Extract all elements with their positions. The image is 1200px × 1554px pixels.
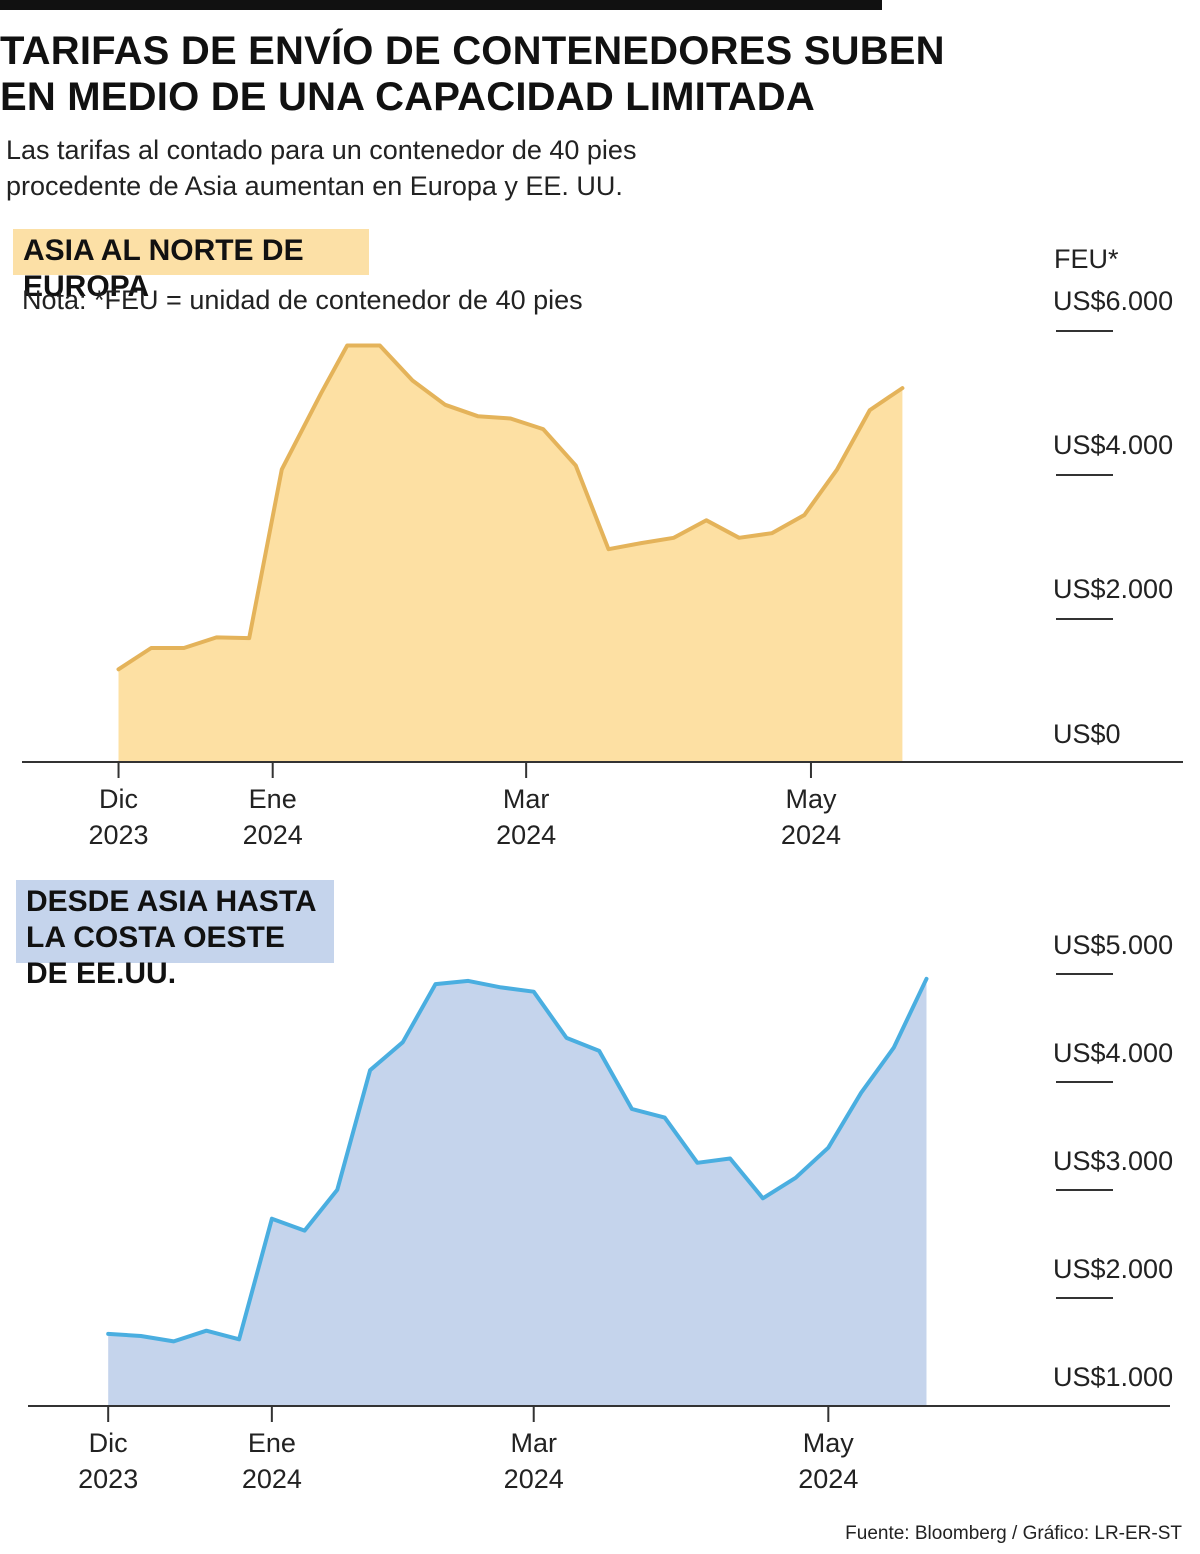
eu-x-tick-month: May	[785, 784, 837, 814]
us-chart-title: DESDE ASIA HASTA LA COSTA OESTE DE EE.UU…	[16, 880, 334, 990]
us-x-tick-year: 2024	[504, 1464, 564, 1494]
eu-ytick-line	[1056, 474, 1113, 476]
eu-x-tick-year: 2023	[88, 820, 148, 850]
us-ytick-label-1000: US$1.000	[1053, 1362, 1174, 1392]
us-x-tick-month: Mar	[510, 1428, 557, 1458]
us-ytick-line	[1056, 1081, 1113, 1083]
us-x-tick-year: 2023	[78, 1464, 138, 1494]
us-x-tick-month: Dic	[89, 1428, 128, 1458]
us-ytick-label-3000: US$3.000	[1053, 1146, 1174, 1176]
eu-ytick-label-2000: US$2.000	[1053, 574, 1174, 604]
us-ytick-line	[1056, 1297, 1113, 1299]
eu-ytick-line	[1056, 330, 1113, 332]
us-x-tick-year: 2024	[798, 1464, 858, 1494]
eu-ytick-label-4000: US$4.000	[1053, 430, 1174, 460]
us-x-tick-month: May	[803, 1428, 855, 1458]
subtitle: Las tarifas al contado para un contenedo…	[6, 135, 637, 201]
us-ytick-label-2000: US$2.000	[1053, 1254, 1174, 1284]
us-ytick-label-4000: US$4.000	[1053, 1038, 1174, 1068]
us-ytick-line	[1056, 1189, 1113, 1191]
page-title: TARIFAS DE ENVÍO DE CONTENEDORES SUBEN E…	[0, 29, 945, 119]
source-credit: Fuente: Bloomberg / Gráfico: LR-ER-ST	[845, 1523, 1182, 1544]
eu-x-tick-year: 2024	[781, 820, 841, 850]
eu-area-fill	[118, 345, 903, 762]
eu-ytick-label-0: US$0	[1053, 719, 1121, 749]
us-x-tick-year: 2024	[242, 1464, 302, 1494]
us-ytick-line	[1056, 973, 1113, 975]
eu-ytick-label-6000: US$6.000	[1053, 286, 1174, 316]
europe-chart-title: ASIA AL NORTE DE EUROPA	[13, 229, 369, 303]
us-x-tick-month: Ene	[248, 1428, 296, 1458]
feu-unit-label: FEU*	[1054, 244, 1119, 274]
eu-x-tick-month: Mar	[503, 784, 550, 814]
eu-x-tick-month: Dic	[99, 784, 138, 814]
feu-note: Nota: *FEU = unidad de contenedor de 40 …	[22, 285, 583, 315]
us-area-fill	[108, 978, 927, 1406]
eu-x-tick-year: 2024	[243, 820, 303, 850]
eu-x-tick-year: 2024	[496, 820, 556, 850]
top-rule	[0, 0, 882, 10]
us-ytick-label-5000: US$5.000	[1053, 930, 1174, 960]
eu-x-tick-month: Ene	[249, 784, 297, 814]
eu-series-line	[116, 343, 905, 672]
eu-ytick-line	[1056, 618, 1113, 620]
us-series-line	[106, 976, 929, 1344]
